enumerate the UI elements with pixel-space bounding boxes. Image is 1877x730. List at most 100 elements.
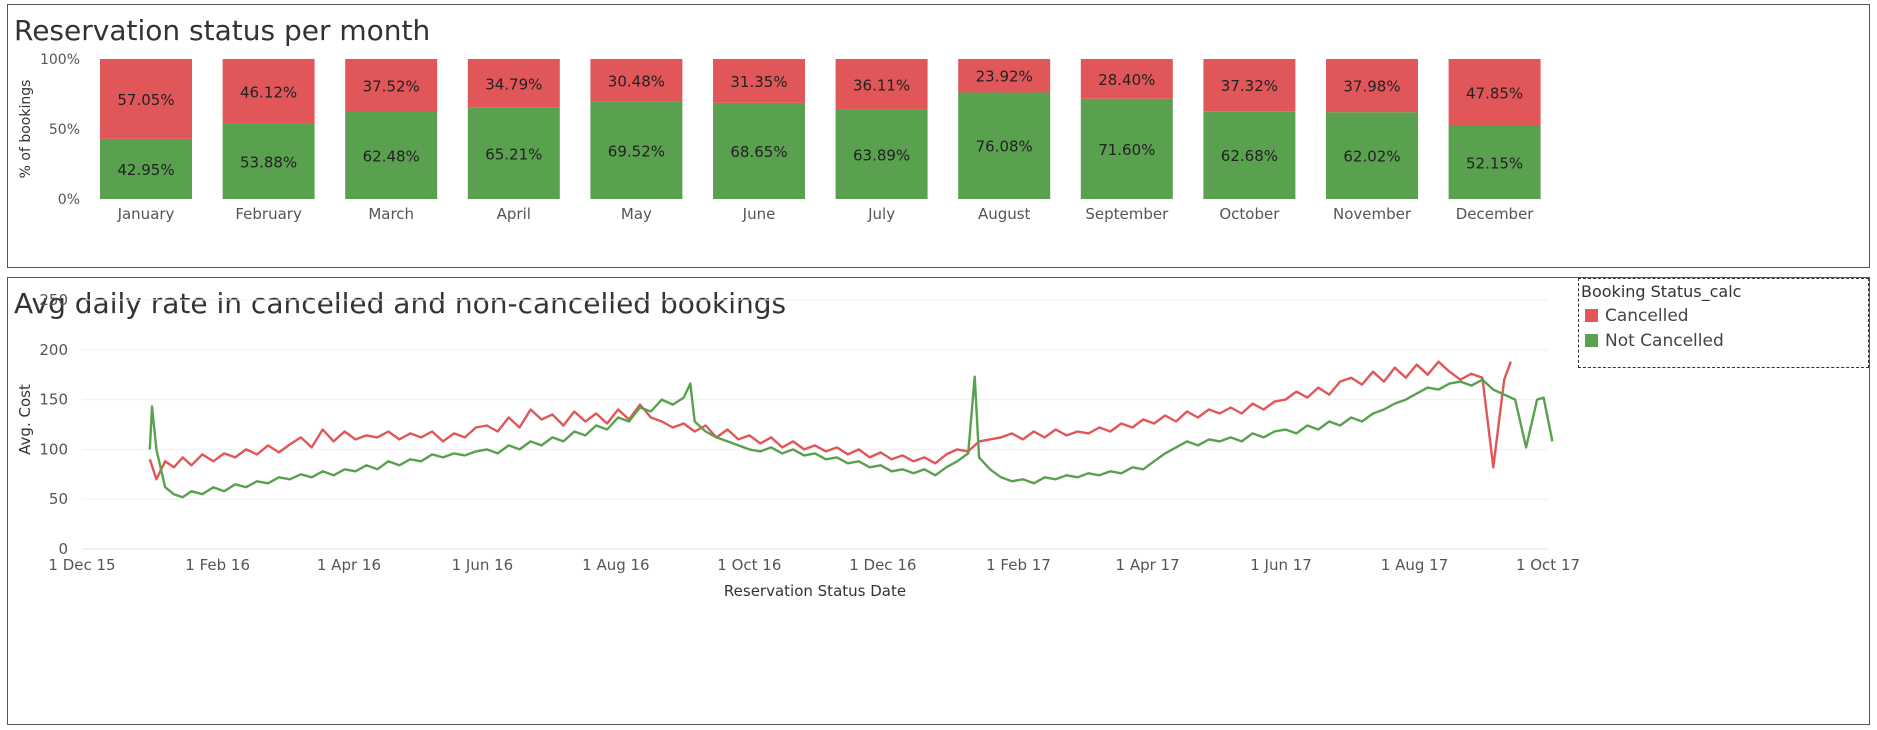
bar-cancelled xyxy=(1448,59,1541,126)
bar-cancelled xyxy=(713,59,805,103)
bar-label-not-cancelled: 52.15% xyxy=(1466,154,1523,172)
bar-label-cancelled: 34.79% xyxy=(485,75,542,93)
y-tick-label: 50 xyxy=(49,490,68,508)
bar-label-not-cancelled: 71.60% xyxy=(1098,141,1155,159)
bar-label-not-cancelled: 65.21% xyxy=(485,145,542,163)
series-line-cancelled xyxy=(148,360,1512,481)
bar-label-cancelled: 30.48% xyxy=(608,72,665,90)
x-tick-label: 1 Dec 15 xyxy=(48,556,115,574)
bar-not-cancelled xyxy=(1448,125,1541,199)
bar-label-cancelled: 47.85% xyxy=(1466,84,1523,102)
bar-label-cancelled: 37.98% xyxy=(1343,78,1400,96)
y-axis-label: Avg. Cost xyxy=(16,384,34,455)
y-axis-label: % of bookings xyxy=(18,80,34,179)
bar-label-not-cancelled: 68.65% xyxy=(730,143,787,161)
bar-cancelled xyxy=(100,59,192,139)
x-tick-label: 1 Feb 16 xyxy=(185,556,250,574)
legend-item-cancelled[interactable]: Cancelled xyxy=(1585,306,1689,326)
y-tick-label: 150 xyxy=(39,391,68,409)
bar-cancelled xyxy=(1080,59,1173,99)
bar-not-cancelled xyxy=(1203,111,1296,199)
x-tick-label: 1 Jun 17 xyxy=(1250,556,1312,574)
legend-swatch-not-cancelled xyxy=(1585,334,1598,347)
bar-label-cancelled: 37.32% xyxy=(1221,77,1278,95)
bar-label-not-cancelled: 76.08% xyxy=(976,138,1033,156)
x-tick-label: December xyxy=(1456,205,1535,223)
x-tick-label: November xyxy=(1333,205,1412,223)
x-tick-label: 1 Jun 16 xyxy=(452,556,514,574)
x-tick-label: 1 Oct 17 xyxy=(1516,556,1580,574)
y-tick-label: 100% xyxy=(40,52,80,68)
y-tick-label: 250 xyxy=(39,291,68,309)
x-tick-label: March xyxy=(368,205,414,223)
bar-label-not-cancelled: 62.48% xyxy=(363,147,420,165)
y-tick-label: 0 xyxy=(58,540,68,558)
bar-not-cancelled xyxy=(100,138,192,199)
bar-not-cancelled xyxy=(1080,98,1173,199)
legend-label-cancelled: Cancelled xyxy=(1605,306,1689,326)
x-axis-label: Reservation Status Date xyxy=(724,582,906,600)
bar-label-cancelled: 23.92% xyxy=(976,68,1033,86)
x-tick-label: 1 Feb 17 xyxy=(986,556,1051,574)
legend-item-not-cancelled[interactable]: Not Cancelled xyxy=(1585,331,1724,351)
bar-not-cancelled xyxy=(345,111,438,199)
x-tick-label: April xyxy=(497,205,531,223)
bar-chart: % of bookings 0% 50% 100% 42.95% 57.05% Januar… xyxy=(18,52,1541,223)
x-tick-label: July xyxy=(867,205,895,223)
bar-label-not-cancelled: 62.02% xyxy=(1343,148,1400,166)
bar-cancelled xyxy=(958,59,1051,93)
y-tick-label: 50% xyxy=(49,122,80,138)
bar-label-cancelled: 36.11% xyxy=(853,76,910,94)
legend-label-not-cancelled: Not Cancelled xyxy=(1605,331,1724,351)
bar-not-cancelled xyxy=(467,107,560,199)
bar-cancelled xyxy=(1203,59,1296,112)
bar-not-cancelled xyxy=(835,109,928,199)
line-chart-title: Avg daily rate in cancelled and non-canc… xyxy=(14,287,787,320)
bar-label-cancelled: 46.12% xyxy=(240,83,297,101)
bar-chart-title: Reservation status per month xyxy=(14,14,431,47)
x-tick-label: 1 Aug 17 xyxy=(1381,556,1448,574)
x-tick-label: 1 Oct 16 xyxy=(717,556,781,574)
bar-label-not-cancelled: 53.88% xyxy=(240,153,297,171)
x-tick-label: August xyxy=(978,205,1031,223)
legend-title: Booking Status_calc xyxy=(1581,282,1742,301)
x-tick-label: 1 Apr 16 xyxy=(317,556,381,574)
bar-not-cancelled xyxy=(590,101,683,199)
x-tick-label: October xyxy=(1219,205,1280,223)
bar-label-not-cancelled: 42.95% xyxy=(117,161,174,179)
bar-label-not-cancelled: 69.52% xyxy=(608,142,665,160)
x-tick-label: June xyxy=(742,205,776,223)
bar-label-cancelled: 57.05% xyxy=(117,91,174,109)
bar-cancelled xyxy=(835,59,928,110)
bar-not-cancelled xyxy=(1326,112,1418,199)
bar-cancelled xyxy=(590,59,683,102)
x-tick-label: January xyxy=(117,205,175,223)
adr-panel: Avg daily rate in cancelled and non-canc… xyxy=(7,277,1870,725)
line-chart: 0 50 100 150 200 250 1 Dec 15 1 Feb 16 1 Apr 16 1… xyxy=(16,291,1580,600)
bar-cancelled xyxy=(467,59,560,108)
bar-label-cancelled: 37.52% xyxy=(363,77,420,95)
bar-not-cancelled xyxy=(222,123,315,199)
bar-cancelled xyxy=(345,59,438,112)
legend[interactable]: Booking Status_calc Cancelled Not Cancel… xyxy=(1578,278,1869,368)
bar-cancelled xyxy=(1326,59,1418,113)
y-tick-label: 200 xyxy=(39,341,68,359)
series-line-not-cancelled xyxy=(148,375,1554,499)
y-tick-label: 0% xyxy=(58,192,80,208)
x-tick-label: May xyxy=(621,205,652,223)
bar-label-cancelled: 31.35% xyxy=(730,73,787,91)
bar-label-not-cancelled: 62.68% xyxy=(1221,147,1278,165)
monthly-status-panel: Reservation status per month % of bookin… xyxy=(7,4,1870,268)
x-tick-label: 1 Aug 16 xyxy=(582,556,649,574)
bar-not-cancelled xyxy=(713,102,805,199)
x-tick-label: September xyxy=(1085,205,1169,223)
legend-swatch-cancelled xyxy=(1585,309,1598,322)
x-tick-label: 1 Dec 16 xyxy=(849,556,916,574)
bar-label-cancelled: 28.40% xyxy=(1098,71,1155,89)
bar-not-cancelled xyxy=(958,92,1051,199)
x-tick-label: 1 Apr 17 xyxy=(1116,556,1180,574)
y-tick-label: 100 xyxy=(39,440,68,458)
x-tick-label: February xyxy=(235,205,302,223)
bar-cancelled xyxy=(222,59,315,124)
bar-label-not-cancelled: 63.89% xyxy=(853,146,910,164)
